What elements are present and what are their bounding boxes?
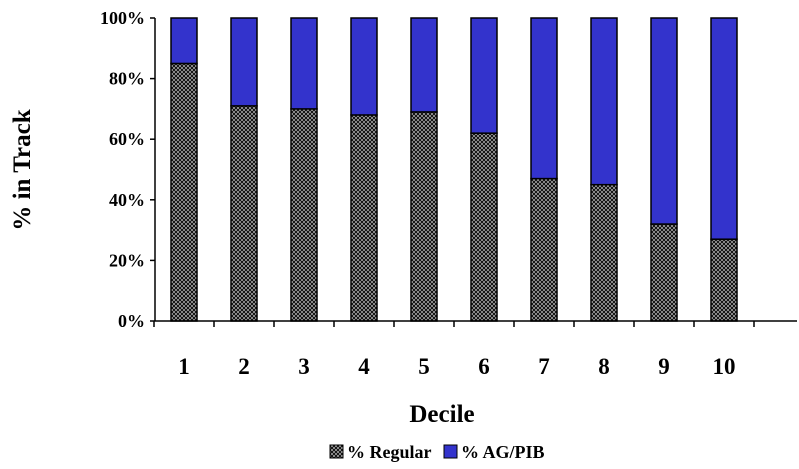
- bar-agpib-9: [650, 17, 678, 225]
- y-tick-label: 100%: [100, 8, 145, 28]
- x-tick-label: 6: [478, 354, 490, 379]
- x-tick-label: 1: [178, 354, 190, 379]
- legend-swatch-regular: [329, 444, 344, 459]
- y-axis-title: % in Track: [9, 109, 36, 230]
- legend-swatch-agpib: [443, 444, 458, 459]
- bar-regular-7: [530, 177, 558, 322]
- bars-layer: [170, 17, 738, 322]
- legend-label-regular: % Regular: [347, 442, 432, 462]
- x-tick-label: 2: [238, 354, 250, 379]
- bar-agpib-4: [350, 17, 378, 116]
- y-tick-label: 80%: [109, 69, 145, 89]
- bar-agpib-7: [530, 17, 558, 180]
- bar-agpib-2: [230, 17, 258, 107]
- y-tick-label: 60%: [109, 129, 145, 149]
- x-tick-label: 7: [538, 354, 550, 379]
- y-tick-label: 20%: [109, 250, 145, 270]
- bar-regular-9: [650, 223, 678, 322]
- axes-layer: [154, 18, 797, 322]
- bar-regular-10: [710, 238, 738, 322]
- x-tick-label: 8: [598, 354, 610, 379]
- x-tick-label: 4: [358, 354, 370, 379]
- bar-agpib-10: [710, 17, 738, 240]
- x-tick-label: 5: [418, 354, 430, 379]
- y-tick-label: 0%: [118, 311, 145, 331]
- x-tick-label: 9: [658, 354, 670, 379]
- bar-regular-8: [590, 183, 618, 322]
- bar-regular-2: [230, 105, 258, 322]
- bar-regular-4: [350, 114, 378, 322]
- bar-agpib-6: [470, 17, 498, 134]
- x-tick-label: 10: [713, 354, 736, 379]
- y-tick-label: 40%: [109, 190, 145, 210]
- legend-label-agpib: % AG/PIB: [461, 442, 545, 462]
- bar-regular-1: [170, 62, 198, 322]
- bar-agpib-8: [590, 17, 618, 186]
- bar-agpib-5: [410, 17, 438, 113]
- ticks-layer: 0% 20% 40% 60% 80% 100% 1 2 3 4 5 6 7 8 9 10: [100, 8, 755, 379]
- bar-regular-5: [410, 111, 438, 322]
- legend: % Regular % AG/PIB: [329, 442, 545, 462]
- bar-agpib-1: [170, 17, 198, 65]
- bar-regular-6: [470, 132, 498, 322]
- bar-regular-3: [290, 108, 318, 322]
- x-axis-title: Decile: [409, 401, 474, 428]
- x-tick-label: 3: [298, 354, 310, 379]
- bar-agpib-3: [290, 17, 318, 110]
